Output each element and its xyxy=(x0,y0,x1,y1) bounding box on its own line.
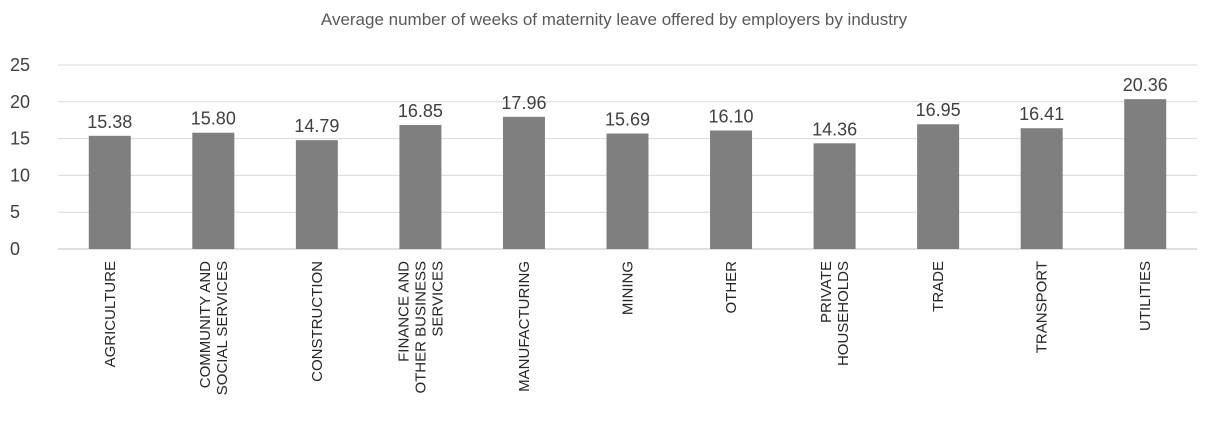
y-tick-label: 20 xyxy=(10,92,30,112)
x-axis-categories: AGRICULTURE COMMUNITY AND SOCIAL SERVICES C… xyxy=(102,261,1154,395)
bars xyxy=(88,99,1167,250)
x-category-line: AGRICULTURE xyxy=(102,261,119,367)
x-category-line: TRADE xyxy=(930,261,947,312)
y-tick-label: 5 xyxy=(10,202,20,222)
bar xyxy=(295,140,338,249)
x-category-label: FINANCE AND OTHER BUSINESS SERVICES xyxy=(395,261,446,394)
y-tick-label: 0 xyxy=(10,239,20,259)
data-label: 16.41 xyxy=(1019,104,1064,124)
x-category-line: MANUFACTURING xyxy=(516,261,533,392)
x-category-label: TRANSPORT xyxy=(1034,261,1051,353)
data-label: 15.80 xyxy=(191,109,236,129)
bar xyxy=(606,133,649,249)
x-category-line: FINANCE AND xyxy=(395,261,412,362)
x-category-line: PRIVATE xyxy=(818,261,835,323)
data-label: 15.69 xyxy=(605,110,650,130)
y-tick-label: 25 xyxy=(10,55,30,75)
data-label: 20.36 xyxy=(1123,75,1168,95)
x-category-label: OTHER xyxy=(723,261,740,314)
bar xyxy=(88,135,131,249)
x-category-label: COMMUNITY AND SOCIAL SERVICES xyxy=(197,261,231,395)
y-axis-ticks: 0 5 10 15 20 25 xyxy=(10,55,30,259)
bar xyxy=(502,116,545,250)
x-category-line: COMMUNITY AND xyxy=(197,261,214,388)
x-category-line: HOUSEHOLDS xyxy=(835,261,852,366)
x-category-label: TRADE xyxy=(930,261,947,312)
x-category-line: OTHER xyxy=(723,261,740,314)
data-label: 16.95 xyxy=(916,100,961,120)
x-category-line: SOCIAL SERVICES xyxy=(214,261,231,395)
bar xyxy=(399,124,442,249)
x-category-label: UTILITIES xyxy=(1137,261,1154,331)
data-label: 14.36 xyxy=(812,119,857,139)
data-label: 16.85 xyxy=(398,101,443,121)
data-label: 14.79 xyxy=(294,116,339,136)
x-category-label: MANUFACTURING xyxy=(516,261,533,392)
x-category-line: MINING xyxy=(620,261,637,315)
y-tick-label: 10 xyxy=(10,165,30,185)
x-category-line: TRANSPORT xyxy=(1034,261,1051,353)
bar xyxy=(192,132,235,249)
data-label: 17.96 xyxy=(501,93,546,113)
x-category-line: UTILITIES xyxy=(1137,261,1154,331)
bar xyxy=(1124,99,1167,250)
data-label: 16.10 xyxy=(709,107,754,127)
x-category-line: OTHER BUSINESS xyxy=(412,261,429,394)
x-category-label: PRIVATE HOUSEHOLDS xyxy=(818,261,852,366)
x-category-label: MINING xyxy=(620,261,637,315)
data-label: 15.38 xyxy=(87,112,132,132)
bar xyxy=(710,130,753,249)
bar xyxy=(917,124,960,249)
bar xyxy=(1020,128,1063,249)
y-tick-label: 15 xyxy=(10,129,30,149)
x-category-line: CONSTRUCTION xyxy=(309,261,326,382)
x-category-label: AGRICULTURE xyxy=(102,261,119,367)
data-labels: 15.38 15.80 14.79 16.85 17.96 15.69 16.10 14.36… xyxy=(87,75,1168,139)
x-category-label: CONSTRUCTION xyxy=(309,261,326,382)
chart-title: Average number of weeks of maternity lea… xyxy=(321,10,908,29)
x-category-line: SERVICES xyxy=(429,261,446,337)
bar xyxy=(813,143,856,249)
